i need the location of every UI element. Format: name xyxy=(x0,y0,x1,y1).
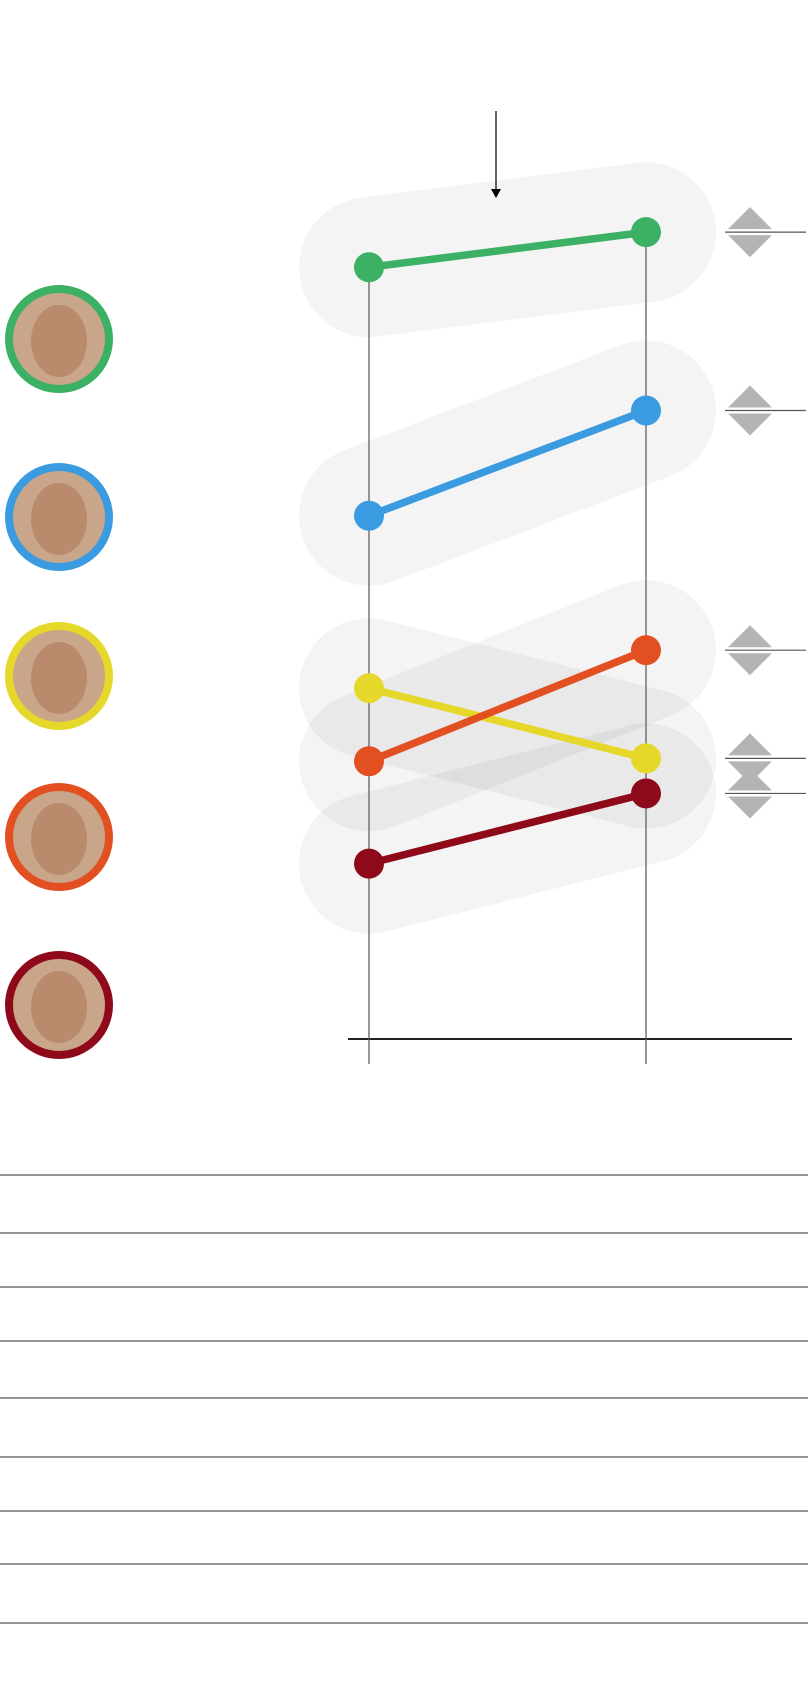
rank-down xyxy=(728,413,772,436)
rank-up xyxy=(728,733,772,756)
avatar-face xyxy=(31,971,87,1043)
marks xyxy=(5,207,806,1064)
rank-down xyxy=(728,235,772,258)
slope-line xyxy=(368,684,647,762)
rank-down xyxy=(728,653,772,676)
dot xyxy=(354,673,384,704)
dot xyxy=(354,848,384,879)
rank-down xyxy=(728,796,772,819)
avatar-face xyxy=(31,642,87,714)
rank-up xyxy=(728,625,772,648)
dot xyxy=(631,217,661,248)
dot xyxy=(631,635,661,666)
slope-line xyxy=(368,789,647,868)
dot xyxy=(631,778,661,809)
dot xyxy=(354,252,384,283)
avatar-face xyxy=(31,803,87,875)
dot xyxy=(631,395,661,426)
dot xyxy=(631,743,661,774)
dot xyxy=(354,746,384,777)
slope-line xyxy=(368,228,647,271)
avatar-face xyxy=(31,305,87,377)
slope-line xyxy=(367,646,648,765)
rank-up xyxy=(728,385,772,408)
rank-up xyxy=(728,207,772,230)
avatar-face xyxy=(31,483,87,555)
pointer-head xyxy=(491,189,501,198)
table-rules xyxy=(0,1174,808,1624)
bands xyxy=(299,162,716,934)
rank-up xyxy=(728,768,772,791)
slope-line xyxy=(367,406,648,520)
dot xyxy=(354,500,384,531)
